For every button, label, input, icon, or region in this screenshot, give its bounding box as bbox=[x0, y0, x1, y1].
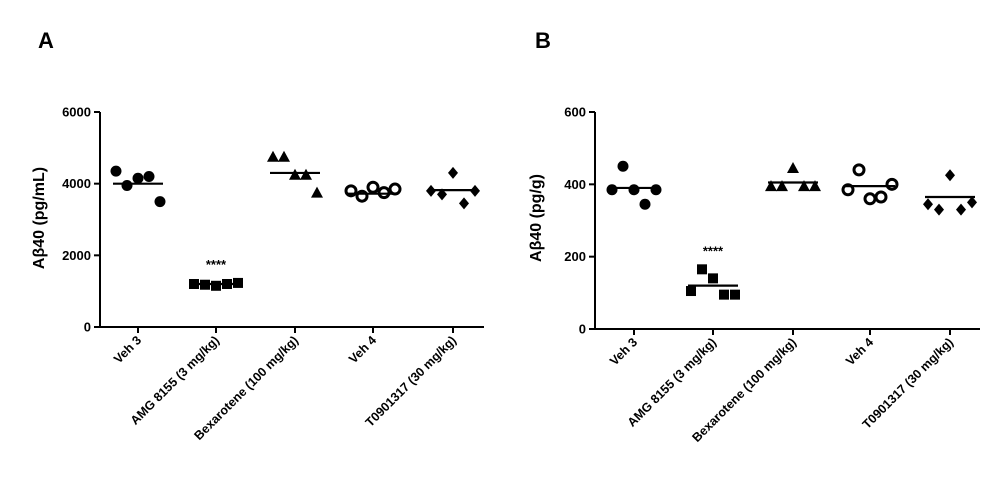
panel-a-point-triangle bbox=[289, 168, 301, 180]
panel-b-point-square bbox=[697, 264, 707, 275]
panel-b-point-diamond bbox=[956, 203, 966, 216]
panel-a-y-tick-label: 6000 bbox=[62, 105, 91, 120]
panel-a-point-circle bbox=[121, 179, 133, 191]
panel-a-y-axis-label: Aβ40 (pg/mL) bbox=[31, 167, 48, 269]
panel-b-point-diamond bbox=[923, 198, 933, 211]
panel-b-point-square bbox=[708, 273, 718, 284]
panel-b-point-triangle bbox=[809, 180, 821, 192]
panel-a-category-label: AMG 8155 (3 mg/kg) bbox=[128, 333, 222, 427]
panel-b-y-axis-label: Aβ40 (pg/g) bbox=[528, 174, 545, 262]
panel-a-point-diamond bbox=[448, 166, 458, 179]
panel-a-significance-annotation: **** bbox=[206, 257, 227, 272]
panel-b-point-circle bbox=[639, 198, 651, 210]
panel-a-letter: A bbox=[38, 28, 54, 53]
panel-b-y-tick-label: 400 bbox=[564, 177, 586, 192]
panel-b-category-label: AMG 8155 (3 mg/kg) bbox=[625, 335, 719, 429]
panel-b-point-open-circle bbox=[874, 190, 888, 204]
panel-b-point-circle bbox=[628, 184, 640, 196]
panel-b-point-diamond bbox=[967, 196, 977, 209]
panel-a-category-label: Veh 3 bbox=[111, 333, 144, 366]
panel-b-point-square bbox=[686, 286, 696, 297]
panel-a-point-diamond bbox=[459, 197, 469, 210]
panel-a-point-circle bbox=[110, 165, 122, 177]
panel-b-category-label: Veh 4 bbox=[843, 335, 876, 368]
panel-a-y-tick-label: 2000 bbox=[62, 248, 91, 263]
panel-a-y-tick-label: 4000 bbox=[62, 176, 91, 191]
panel-a-category-label: T0901317 (30 mg/kg) bbox=[363, 333, 459, 429]
panel-a-point-circle bbox=[143, 171, 155, 182]
panel-a-point-open-circle bbox=[366, 180, 380, 194]
panel-b-point-circle bbox=[606, 184, 618, 196]
panel-b-significance-annotation: **** bbox=[703, 243, 724, 258]
panel-a-point-triangle bbox=[311, 186, 323, 198]
panel-b-category-label: Veh 3 bbox=[607, 335, 640, 368]
panel-b-point-triangle bbox=[798, 180, 810, 192]
panel-b-y-tick-label: 200 bbox=[564, 249, 586, 264]
panel-b-point-circle bbox=[617, 160, 629, 172]
panel-a-point-diamond bbox=[437, 188, 447, 201]
panel-a-y-tick-label: 0 bbox=[84, 320, 91, 335]
panel-a-point-triangle bbox=[267, 150, 279, 162]
panel-b-point-triangle bbox=[776, 180, 788, 192]
panel-b-point-open-circle bbox=[863, 192, 877, 206]
panel-b-category-label: T0901317 (30 mg/kg) bbox=[860, 335, 956, 431]
panel-b-point-circle bbox=[650, 184, 662, 196]
panel-b-point-diamond bbox=[945, 169, 955, 182]
panel-a-point-square bbox=[211, 280, 221, 291]
panel-a-point-circle bbox=[154, 196, 166, 208]
panel-b-point-diamond bbox=[934, 203, 944, 216]
panel-a-point-triangle bbox=[300, 168, 312, 180]
panel-b-point-triangle bbox=[787, 162, 799, 174]
panel-b-point-triangle bbox=[765, 180, 777, 192]
panel-a-category-label: Veh 4 bbox=[346, 333, 379, 366]
panel-b-letter: B bbox=[535, 28, 551, 53]
panel-b-point-square bbox=[719, 289, 729, 300]
panel-a-point-circle bbox=[132, 172, 144, 184]
panel-b-point-open-circle bbox=[841, 183, 855, 197]
panel-b-y-tick-label: 600 bbox=[564, 105, 586, 120]
panel-a-point-triangle bbox=[278, 150, 290, 162]
panel-b-y-tick-label: 0 bbox=[579, 322, 586, 337]
panel-a-point-open-circle bbox=[388, 182, 402, 196]
panel-b-point-open-circle bbox=[852, 163, 866, 177]
panel-b-point-open-circle bbox=[885, 177, 899, 191]
panel-b-point-square bbox=[730, 289, 740, 300]
